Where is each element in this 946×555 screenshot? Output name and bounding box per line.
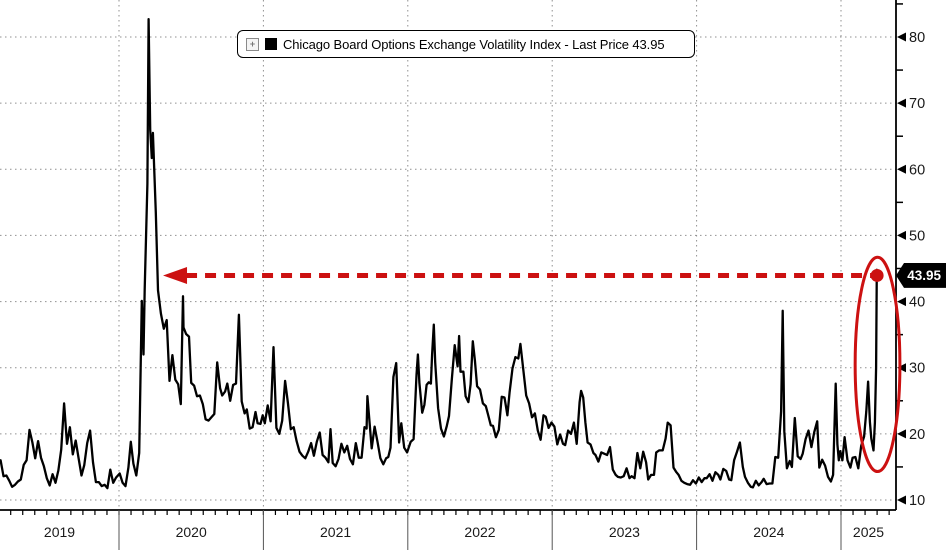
x-axis-label-2025: 2025	[853, 524, 884, 540]
last-price-dot-annotation	[870, 268, 884, 282]
y-tick-arrow-icon-70	[897, 98, 906, 108]
highlight-ellipse-annotation	[853, 255, 902, 474]
x-axis-label-2021: 2021	[320, 524, 351, 540]
y-axis-label-20: 20	[909, 427, 925, 443]
legend-series-swatch-icon	[265, 38, 277, 50]
y-tick-arrow-icon-80	[897, 32, 906, 42]
vix-price-line	[0, 17, 879, 490]
y-axis-label-70: 70	[909, 96, 925, 112]
y-tick-arrow-icon-60	[897, 164, 906, 174]
y-axis-label-40: 40	[909, 295, 925, 311]
y-tick-arrow-icon-30	[897, 363, 906, 373]
y-tick-arrow-icon-10	[897, 495, 906, 505]
x-axis-label-2020: 2020	[176, 524, 207, 540]
arrowhead-icon	[163, 266, 188, 284]
y-axis-label-80: 80	[909, 30, 925, 46]
last-price-badge: 43.95	[896, 263, 946, 288]
last-price-value: 43.95	[907, 267, 941, 283]
legend-expand-icon[interactable]: +	[246, 37, 259, 51]
y-axis-label-50: 50	[909, 228, 925, 244]
x-axis-label-2022: 2022	[464, 524, 495, 540]
y-axis-label-10: 10	[909, 493, 925, 509]
y-tick-arrow-icon-20	[897, 429, 906, 439]
y-axis-label-60: 60	[909, 162, 925, 178]
legend[interactable]: + Chicago Board Options Exchange Volatil…	[237, 30, 695, 58]
y-tick-arrow-icon-40	[897, 297, 906, 307]
x-axis-label-2019: 2019	[44, 524, 75, 540]
x-axis-label-2023: 2023	[609, 524, 640, 540]
x-axis-label-2024: 2024	[753, 524, 784, 540]
y-axis-label-30: 30	[909, 361, 925, 377]
y-tick-arrow-icon-50	[897, 230, 906, 240]
legend-label: Chicago Board Options Exchange Volatilit…	[283, 36, 665, 52]
